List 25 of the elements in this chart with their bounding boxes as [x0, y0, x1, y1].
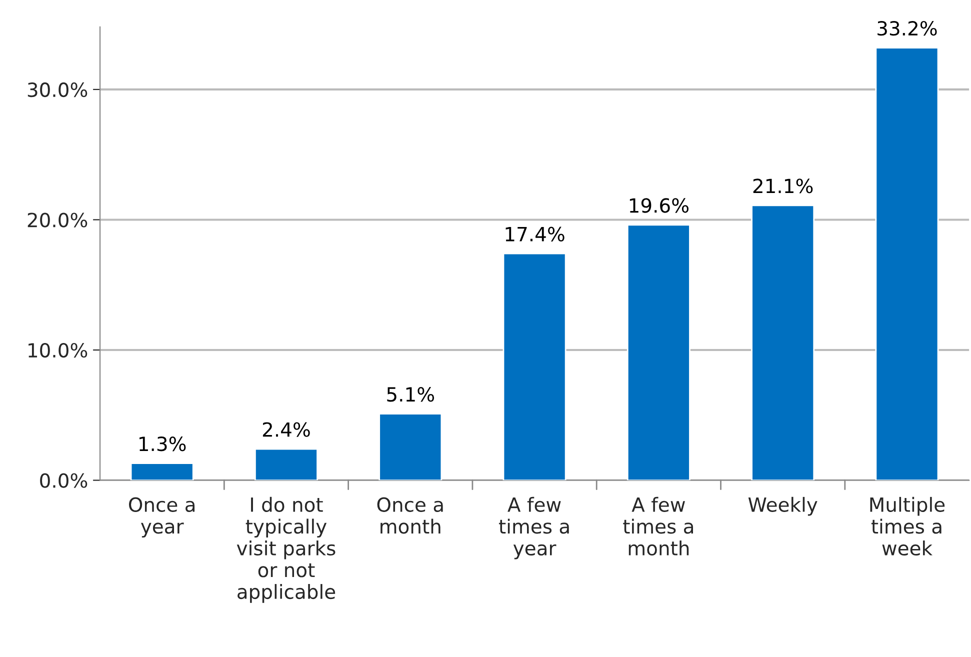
- x-tick-label: Once a year: [128, 497, 195, 538]
- bar: [751, 204, 815, 480]
- data-label: 1.3%: [140, 436, 186, 452]
- data-label: 33.2%: [878, 20, 937, 36]
- x-tick-label: A few times a month: [623, 496, 693, 556]
- bar: [502, 252, 566, 480]
- bar: [130, 462, 194, 480]
- bar: [626, 224, 690, 480]
- data-label: 2.4%: [262, 422, 310, 437]
- x-tick-label: Multiple times a week: [870, 496, 945, 556]
- x-tick-label: Once a month: [377, 497, 443, 534]
- x-tick-label: Weekly: [748, 496, 818, 516]
- data-label: 5.1%: [387, 387, 434, 402]
- bar: [254, 448, 318, 480]
- y-tick-label: 10.0%: [28, 342, 88, 358]
- y-tick-label: 0.0%: [40, 473, 88, 488]
- data-label: 19.6%: [630, 198, 688, 213]
- bar: [378, 413, 442, 480]
- y-tick-label: 30.0%: [28, 82, 88, 98]
- y-tick-label: 20.0%: [28, 212, 88, 228]
- x-tick-label: A few times a year: [498, 496, 569, 560]
- data-label: 21.1%: [753, 178, 813, 194]
- bar: [875, 47, 939, 480]
- data-label: 17.4%: [506, 226, 564, 242]
- x-tick-label: I do not typically visit parks or not applicable: [236, 496, 336, 603]
